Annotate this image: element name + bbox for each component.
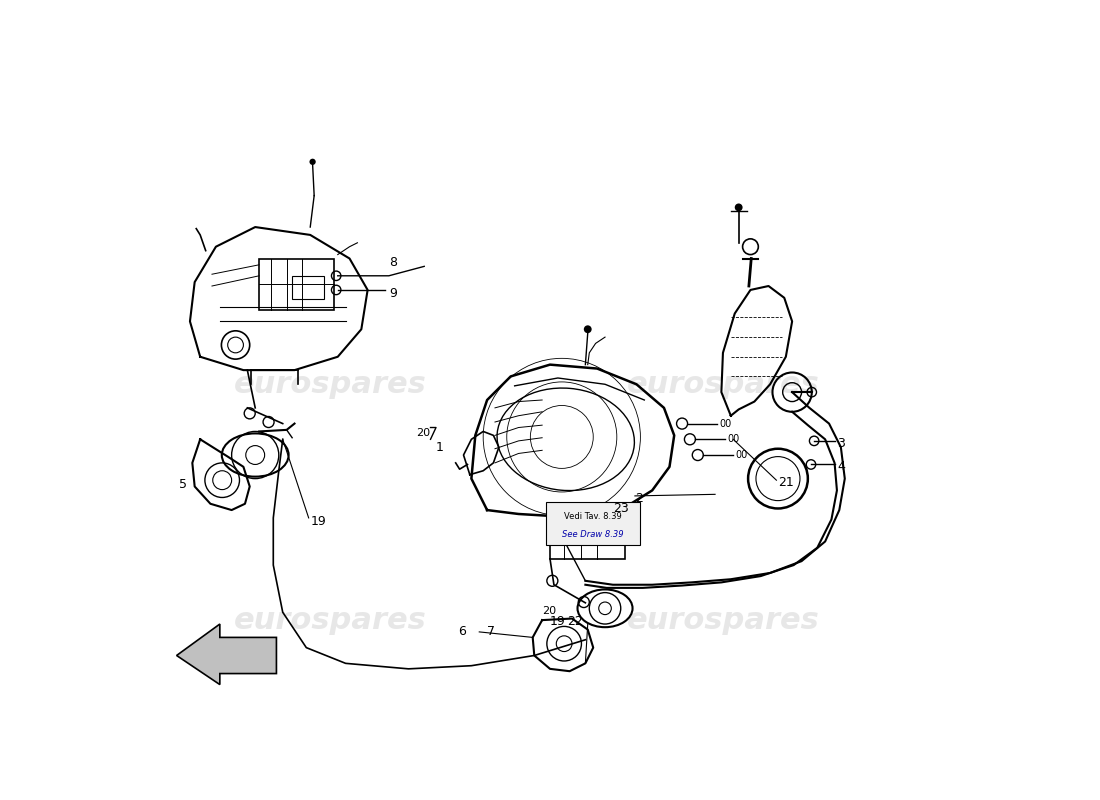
Text: 7: 7 (487, 626, 495, 638)
Text: 4: 4 (837, 460, 845, 474)
Text: eurospares: eurospares (627, 606, 820, 634)
Text: 20: 20 (417, 428, 430, 438)
Text: 9: 9 (388, 287, 397, 300)
Text: eurospares: eurospares (233, 370, 427, 398)
Text: 6: 6 (458, 626, 466, 638)
Text: 00: 00 (728, 434, 740, 444)
Bar (260, 258, 333, 310)
Polygon shape (177, 624, 276, 685)
Text: 3: 3 (837, 437, 845, 450)
Text: eurospares: eurospares (627, 370, 820, 398)
Text: 1: 1 (436, 441, 444, 454)
FancyBboxPatch shape (546, 502, 640, 546)
Text: 22: 22 (568, 615, 583, 628)
Text: 00: 00 (736, 450, 748, 460)
Text: eurospares: eurospares (233, 606, 427, 634)
Circle shape (735, 203, 743, 211)
Text: 5: 5 (179, 478, 187, 491)
Text: 23: 23 (613, 502, 628, 515)
Text: 00: 00 (719, 418, 733, 429)
Text: 19: 19 (550, 615, 565, 628)
Bar (550, 527, 625, 558)
Text: Vedi Tav. 8.39: Vedi Tav. 8.39 (564, 511, 623, 521)
Text: See Draw 8.39: See Draw 8.39 (562, 530, 624, 539)
Circle shape (309, 158, 316, 165)
Text: 8: 8 (388, 256, 397, 269)
Text: 19: 19 (310, 515, 326, 528)
Circle shape (584, 326, 592, 333)
Text: 21: 21 (778, 476, 794, 489)
Text: 2: 2 (635, 492, 642, 505)
Bar (293, 276, 323, 299)
Text: 20: 20 (542, 606, 557, 616)
